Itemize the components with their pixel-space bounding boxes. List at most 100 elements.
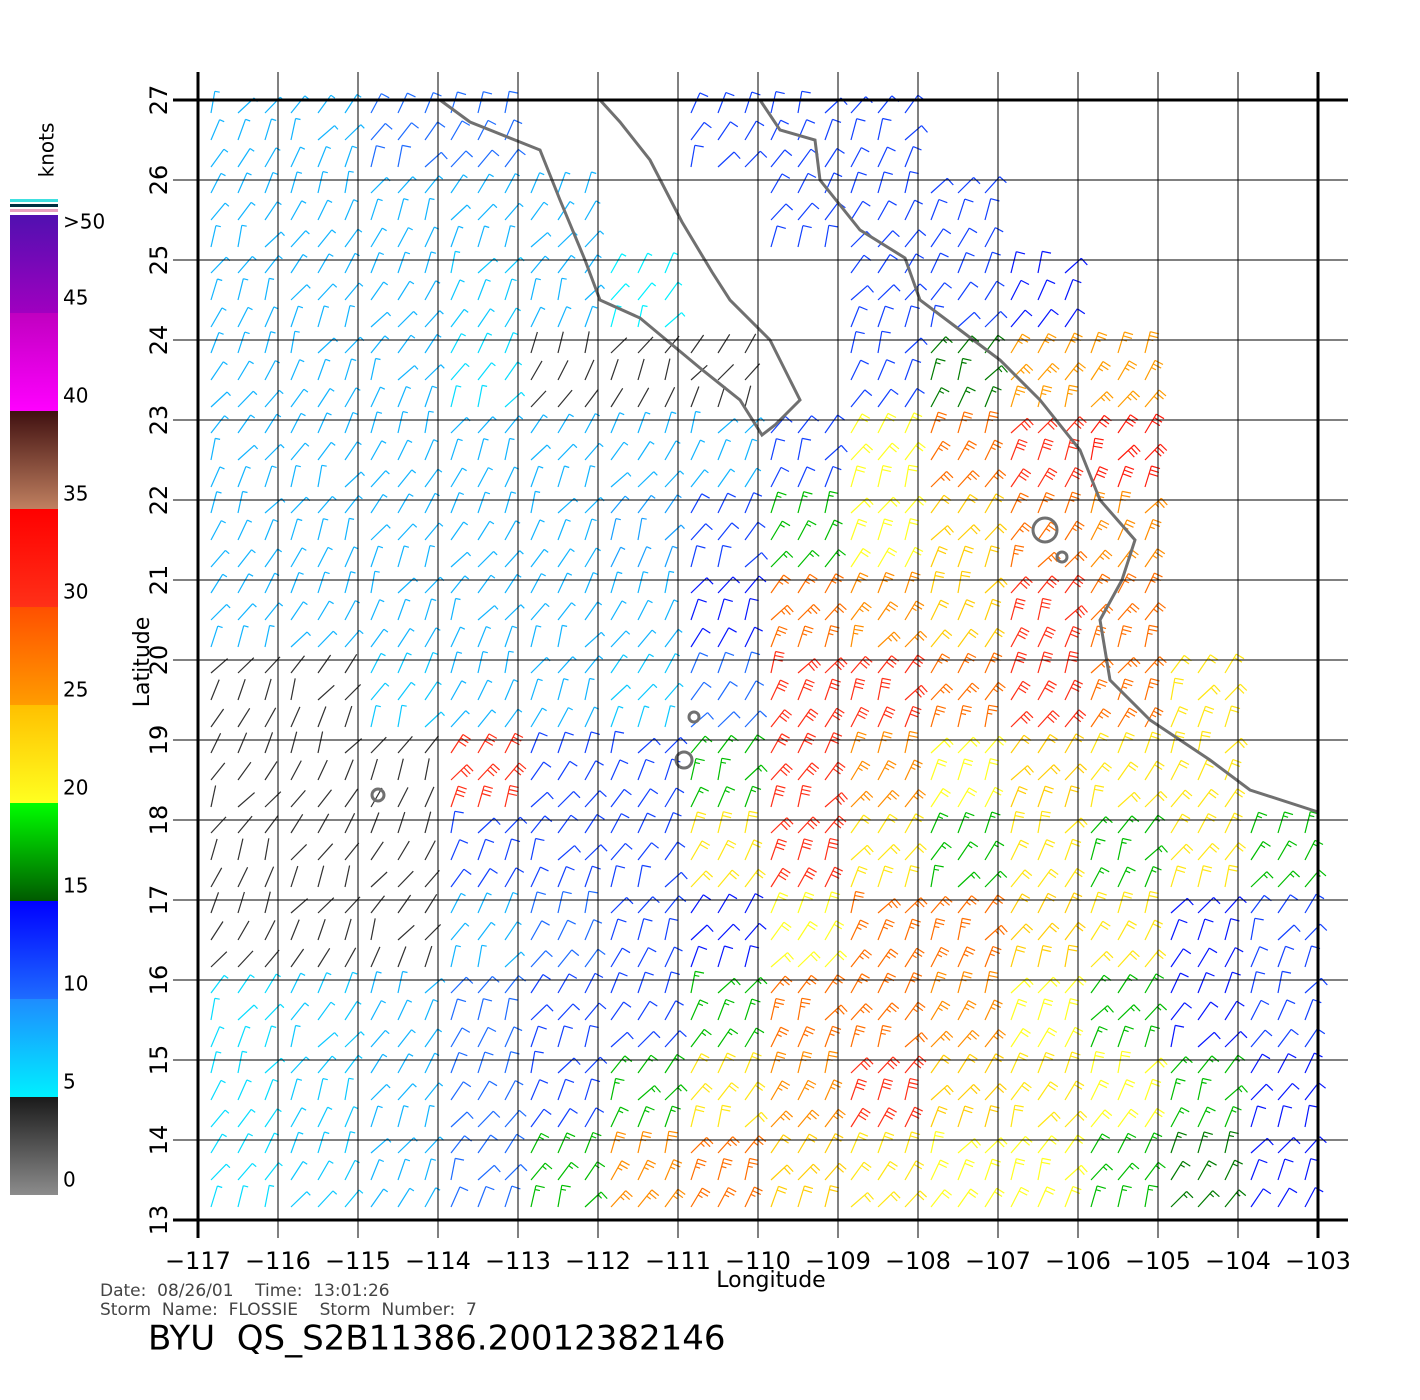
wind-barb [610, 654, 628, 674]
wind-barb [237, 1162, 257, 1181]
wind-barb [1224, 1131, 1239, 1154]
y-tick-label: 18 [145, 805, 173, 836]
wind-barb [370, 440, 387, 461]
wind-barb [450, 250, 461, 274]
wind-barb [610, 1055, 633, 1074]
wind-barb [637, 842, 659, 861]
wind-barb [1010, 1158, 1026, 1181]
wind-barb [690, 735, 713, 754]
wind-barb [1197, 1131, 1213, 1154]
wind-barb [904, 441, 926, 461]
wind-barb [237, 490, 248, 514]
wind-barb [824, 1025, 842, 1048]
wind-barb [770, 520, 791, 541]
wind-barb [504, 391, 526, 408]
x-tick-label: −112 [565, 1247, 631, 1275]
wind-barb [1224, 896, 1247, 914]
wind-barb [957, 682, 980, 701]
wind-barb [877, 465, 892, 488]
wind-barb [877, 95, 900, 114]
wind-barb [904, 464, 918, 488]
wind-barb [1010, 363, 1034, 381]
wind-barb [477, 119, 497, 141]
wind-barb [930, 1084, 954, 1101]
wind-barb [237, 278, 249, 301]
wind-barb [984, 280, 1005, 301]
wind-barb [770, 1051, 787, 1074]
wind-barb [317, 759, 328, 781]
wind-barb [770, 415, 793, 434]
wind-barb [1037, 1157, 1052, 1181]
wind-barb [1304, 923, 1328, 941]
colorbar-tick-label: 5 [63, 1070, 76, 1094]
wind-barb [1304, 1136, 1327, 1154]
wind-barb [530, 519, 545, 541]
wind-barb [424, 251, 437, 274]
wind-barb [637, 494, 656, 514]
wind-barb [237, 306, 253, 328]
wind-barb [770, 785, 786, 808]
wind-barb [877, 518, 894, 541]
wind-barb [530, 973, 551, 994]
wind-barb [664, 545, 678, 568]
wind-barb [690, 894, 712, 914]
wind-barb [1064, 944, 1078, 968]
wind-barb [237, 815, 253, 834]
wind-barb [664, 524, 685, 541]
wind-barb [264, 548, 283, 568]
wind-barb [957, 895, 979, 914]
wind-barb [504, 604, 525, 621]
wind-barb [264, 1108, 282, 1128]
wind-barb [770, 679, 789, 701]
wind-barb [237, 679, 246, 701]
wind-barb [1010, 544, 1025, 568]
wind-barb [1010, 869, 1033, 888]
wind-barb [290, 200, 307, 221]
wind-barb [770, 650, 785, 674]
y-tick-label: 26 [145, 165, 173, 196]
wind-barb [450, 120, 471, 141]
wind-barb [664, 682, 684, 701]
wind-barb [530, 278, 541, 301]
wind-barb [797, 1163, 821, 1181]
wind-barb [237, 147, 255, 168]
wind-barb [1170, 948, 1192, 968]
wind-barb [904, 1160, 925, 1181]
wind-barb [584, 677, 595, 701]
wind-barb [504, 679, 519, 701]
wind-barb [370, 311, 392, 328]
wind-barb [290, 442, 310, 461]
wind-barb [904, 684, 928, 701]
wind-barb [1170, 1078, 1186, 1101]
wind-barb [690, 523, 713, 541]
wind-barb [1144, 891, 1159, 914]
wind-barb [1224, 947, 1244, 968]
wind-barb [344, 600, 360, 621]
wind-barb [1010, 923, 1034, 941]
wind-barb [824, 657, 848, 674]
wind-barb [1010, 492, 1029, 514]
wind-barb [770, 1080, 791, 1101]
wind-barb [397, 1158, 411, 1181]
wind-barb [290, 253, 308, 274]
wind-barb [397, 176, 417, 194]
wind-barb [584, 465, 596, 488]
wind-barb [370, 1000, 386, 1021]
colorbar-title: knots [35, 123, 59, 178]
wind-barb [1064, 1185, 1082, 1208]
wind-barb [877, 731, 893, 754]
colorbar-cap [10, 204, 58, 207]
wind-barb [1037, 597, 1052, 621]
wind-barb [877, 843, 901, 861]
wind-barb [1090, 491, 1106, 514]
wind-barb [1117, 390, 1141, 408]
wind-barb [904, 730, 919, 754]
wind-barb [450, 1051, 468, 1074]
wind-barb [1144, 331, 1160, 354]
wind-barb [557, 656, 577, 674]
wind-barb [850, 1192, 874, 1208]
wind-barb [477, 1134, 499, 1154]
wind-barb [1117, 1025, 1134, 1048]
wind-barb [850, 1003, 873, 1021]
wind-barb [877, 948, 899, 968]
